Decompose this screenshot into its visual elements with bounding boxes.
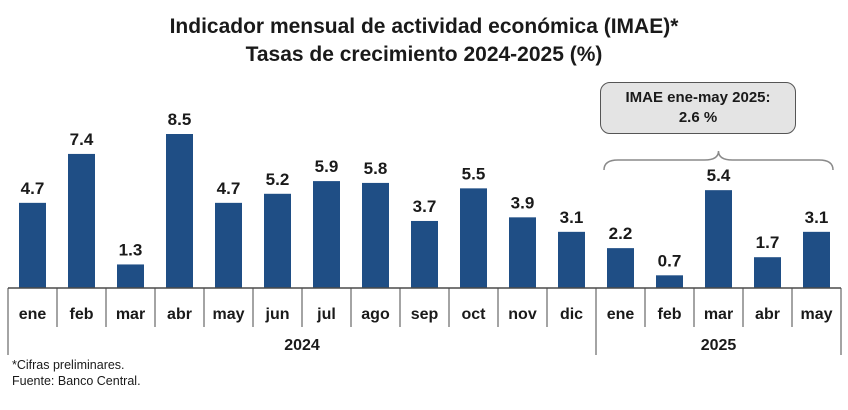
value-label: 3.1 — [560, 208, 584, 227]
bar — [754, 257, 781, 288]
month-label: abr — [167, 306, 192, 323]
value-label: 7.4 — [70, 130, 94, 149]
value-label: 1.7 — [756, 233, 780, 252]
bar — [264, 193, 291, 288]
bar — [362, 182, 389, 288]
month-label: may — [800, 306, 832, 323]
value-label: 0.7 — [658, 251, 682, 270]
bar — [460, 188, 487, 288]
value-label: 5.9 — [315, 157, 339, 176]
value-label: 3.9 — [511, 193, 535, 212]
month-label: feb — [658, 306, 682, 323]
year-label: 2025 — [701, 337, 737, 354]
annotation-line1: IMAE ene-may 2025: — [625, 89, 771, 106]
value-label: 8.5 — [168, 110, 192, 129]
month-label: ene — [607, 306, 635, 323]
month-label: oct — [462, 306, 487, 323]
bar — [607, 248, 634, 288]
value-label: 5.5 — [462, 164, 486, 183]
chart-title: Indicador mensual de actividad económica… — [169, 15, 679, 38]
month-label: mar — [704, 306, 733, 323]
month-label: jul — [316, 306, 336, 323]
month-label: mar — [116, 306, 145, 323]
month-label: ago — [361, 306, 390, 323]
value-label: 1.3 — [119, 240, 143, 259]
bar — [166, 134, 193, 288]
month-label: dic — [560, 306, 583, 323]
bar — [215, 202, 242, 288]
month-label: nov — [508, 306, 537, 323]
month-label: may — [212, 306, 244, 323]
month-label: jun — [265, 306, 290, 323]
month-label: feb — [70, 306, 94, 323]
bar — [68, 153, 95, 288]
footnote-source: Fuente: Banco Central. — [12, 374, 141, 388]
footnote-preliminary: *Cifras preliminares. — [12, 358, 125, 372]
year-label: 2024 — [284, 337, 320, 354]
value-label: 5.2 — [266, 170, 290, 189]
bar — [509, 217, 536, 288]
annotation-brace — [603, 150, 834, 171]
bar — [117, 264, 144, 288]
bar — [411, 220, 438, 288]
bar — [558, 231, 585, 288]
chart-subtitle: Tasas de crecimiento 2024-2025 (%) — [245, 43, 603, 66]
value-label: 5.8 — [364, 159, 388, 178]
value-label: 4.7 — [217, 179, 241, 198]
bar — [313, 181, 340, 288]
month-label: ene — [19, 306, 47, 323]
bar — [705, 190, 732, 288]
month-label: sep — [411, 306, 439, 323]
value-label: 5.4 — [707, 166, 731, 185]
bar — [19, 202, 46, 288]
value-label: 3.7 — [413, 197, 437, 216]
bar — [656, 275, 683, 288]
annotation-callout: IMAE ene-may 2025: 2.6 % — [600, 82, 796, 134]
value-label: 3.1 — [805, 208, 829, 227]
bar — [803, 231, 830, 288]
annotation-line2: 2.6 % — [678, 109, 718, 126]
value-label: 2.2 — [609, 224, 633, 243]
value-label: 4.7 — [21, 179, 45, 198]
month-label: abr — [755, 306, 780, 323]
